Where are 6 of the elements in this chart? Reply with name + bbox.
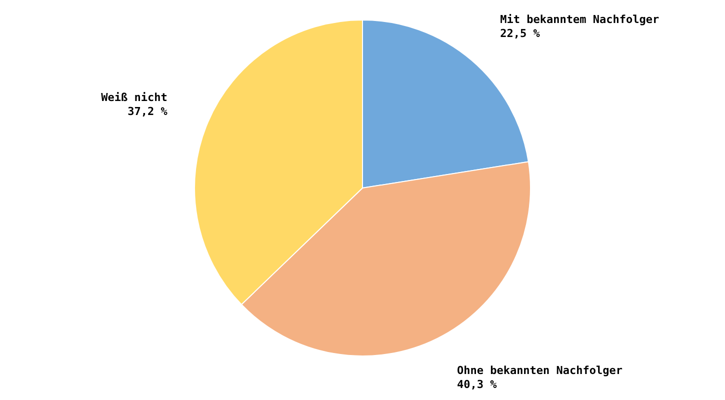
data-label: 37,2 % — [128, 105, 168, 118]
slice-label: Weiß nicht — [101, 91, 168, 104]
data-label: 22,5 % — [500, 26, 540, 40]
data-label: 40,3 % — [456, 378, 498, 391]
slice-label: Mit bekanntem Nachfolger — [500, 12, 660, 26]
slice-label: Ohne bekannten Nachfolger — [456, 364, 623, 377]
